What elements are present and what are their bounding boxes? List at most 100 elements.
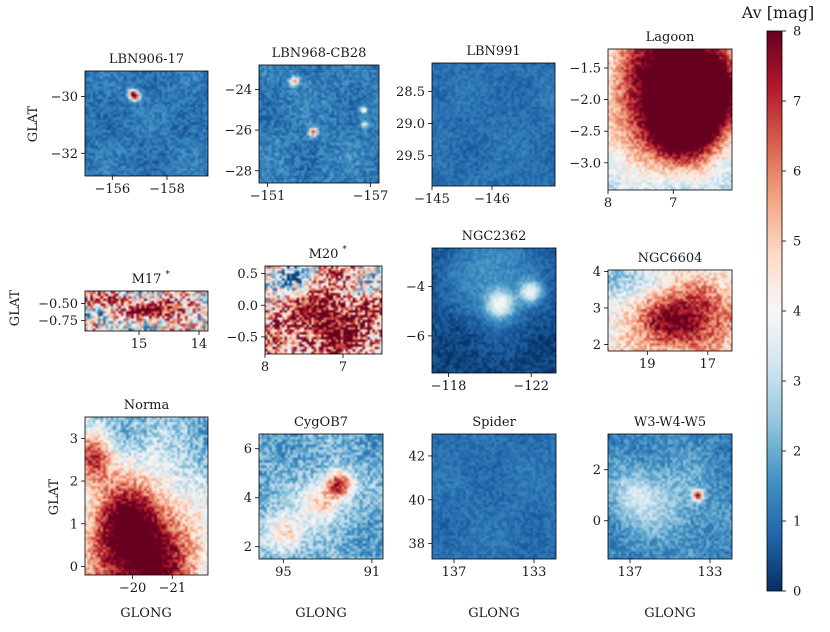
colorbar-gradient (766, 30, 783, 592)
x-tick-label-m17: 14 (191, 337, 208, 352)
x-tick-label-spider: 133 (522, 565, 547, 580)
colorbar-tick-label: 5 (793, 235, 801, 250)
colorbar-tick-label: 3 (793, 375, 801, 390)
x-tick-label-ngc6604: 17 (700, 357, 717, 372)
x-axis-label-col-2: GLONG (295, 606, 346, 621)
heatmap-image-m20 (265, 266, 382, 354)
panel-m20: M20 * 8 7 0.5 0.0 −0.5 (226, 245, 383, 375)
panel-title-lbn906-17: LBN906-17 (109, 52, 184, 67)
panel-w3-w4-w5: W3-W4-W5 137 133 2 0 (593, 415, 733, 580)
colorbar-tick-label: 1 (793, 515, 801, 530)
panel-lbn968-cb28: LBN968-CB28 −151 −157 −24 −26 −28 (225, 46, 389, 204)
x-axis-label-col-3: GLONG (468, 606, 519, 621)
y-tick-label-lagoon: −2.5 (569, 125, 601, 140)
colorbar-tick-label: 8 (793, 25, 801, 40)
x-tick-label-ngc2362: −122 (513, 379, 549, 394)
panel-title-lbn968-cb28: LBN968-CB28 (272, 46, 367, 61)
panel-title-norma: Norma (124, 398, 170, 413)
colorbar-ticks: 0 1 2 3 4 5 6 7 8 (782, 25, 801, 600)
heatmap-image-lbn968-cb28 (259, 65, 379, 183)
x-tick-label-w3-w4-w5: 137 (618, 565, 643, 580)
y-tick-label-cygob7: 2 (244, 540, 252, 555)
x-tick-label-lagoon: 7 (669, 196, 677, 211)
panel-title-lbn991: LBN991 (466, 44, 520, 59)
axes-frame-norma (84, 416, 209, 576)
colorbar-label: Av [mag] (741, 3, 814, 22)
y-tick-label-norma: 2 (70, 475, 78, 490)
y-tick-label-m20: 0.5 (237, 267, 258, 282)
panel-spider: Spider 137 133 42 40 38 (408, 415, 557, 580)
panel-title-m20: M20 (309, 247, 339, 262)
y-tick-label-cygob7: 6 (244, 442, 252, 457)
y-tick-label-norma: 0 (70, 560, 78, 575)
heatmap-image-lbn906-17 (85, 71, 208, 176)
colorbar: Av [mag] 0 1 2 3 4 5 6 7 8 (741, 3, 814, 600)
y-tick-label-lbn991: 29.5 (396, 149, 425, 164)
y-tick-label-lagoon: −2.0 (569, 93, 601, 108)
panel-ngc2362: NGC2362 −118 −122 −4 −6 (406, 229, 557, 394)
panel-title-m17: M17 (132, 272, 162, 287)
y-tick-label-norma: 1 (70, 517, 78, 532)
y-tick-label-ngc2362: −4 (406, 280, 425, 295)
panel-cygob7: CygOB7 95 91 6 4 2 (244, 415, 384, 580)
y-tick-label-ngc2362: −6 (406, 329, 425, 344)
colorbar-tick-label: 2 (793, 445, 801, 460)
y-tick-label-m17: −0.75 (38, 314, 78, 329)
panel-ngc6604: NGC6604 19 17 4 3 2 (593, 251, 733, 372)
y-tick-label-w3-w4-w5: 0 (593, 514, 601, 529)
colorbar-tick-label: 6 (793, 165, 801, 180)
y-tick-label-lbn991: 29.0 (396, 117, 425, 132)
heatmap-image-cygob7 (259, 434, 383, 559)
panel-title-lagoon: Lagoon (646, 30, 695, 45)
y-axis-label-row-1: GLAT (26, 105, 41, 142)
axes-frame-spider (431, 433, 557, 560)
y-tick-label-lbn968-cb28: −24 (225, 83, 252, 98)
panel-title-mark-m17: * (165, 270, 170, 280)
heatmap-panels: LBN906-17 −156 −158 −30 −32 LBN968-CB28 −151 −1… (8, 30, 733, 621)
y-tick-label-lbn906-17: −30 (51, 90, 78, 105)
axes-frame-m20 (264, 265, 383, 355)
colorbar-tick-label: 4 (793, 305, 801, 320)
x-tick-label-lbn906-17: −156 (94, 182, 130, 197)
panel-lbn906-17: LBN906-17 −156 −158 −30 −32 (51, 52, 209, 197)
heatmap-image-ngc6604 (608, 270, 732, 351)
y-tick-label-spider: 42 (408, 449, 425, 464)
panel-norma: Norma −20 −21 3 2 1 0 (70, 398, 209, 596)
x-tick-label-ngc6604: 19 (639, 357, 656, 372)
x-tick-label-norma: −20 (119, 581, 146, 596)
y-tick-label-lagoon: −3.0 (569, 156, 601, 171)
heatmap-image-lbn991 (432, 63, 555, 186)
y-tick-label-spider: 40 (408, 493, 425, 508)
panel-lagoon: Lagoon 8 7 −1.5 −2.0 −2.5 −3.0 (569, 30, 733, 211)
panel-m17: M17 * 15 14 −0.50 −0.75 (38, 270, 209, 352)
x-tick-label-ngc2362: −118 (431, 379, 467, 394)
x-tick-label-lagoon: 8 (604, 196, 612, 211)
y-tick-label-norma: 3 (70, 432, 78, 447)
axes-frame-lbn968-cb28 (258, 64, 380, 184)
axes-frame-cygob7 (258, 433, 384, 560)
colorbar-tick-label: 0 (793, 585, 801, 600)
panel-title-ngc6604: NGC6604 (638, 251, 703, 266)
heatmap-image-ngc2362 (432, 248, 556, 373)
y-tick-label-lbn991: 28.5 (396, 85, 425, 100)
y-tick-label-lbn906-17: −32 (51, 147, 78, 162)
axes-frame-ngc6604 (607, 269, 733, 352)
y-tick-label-lbn968-cb28: −26 (225, 124, 252, 139)
heatmap-image-w3-w4-w5 (608, 434, 732, 559)
y-tick-label-ngc6604: 2 (593, 338, 601, 353)
axes-frame-ngc2362 (431, 247, 557, 374)
heatmap-image-lagoon (608, 49, 732, 190)
panel-title-cygob7: CygOB7 (294, 415, 348, 430)
x-tick-label-lbn968-cb28: −157 (353, 189, 389, 204)
panel-title-spider: Spider (472, 415, 516, 430)
axes-frame-m17 (84, 290, 209, 332)
x-tick-label-spider: 137 (442, 565, 467, 580)
axes-frame-lagoon (607, 48, 733, 191)
x-tick-label-lbn991: −146 (474, 192, 510, 207)
x-tick-label-m17: 15 (131, 337, 148, 352)
y-tick-label-w3-w4-w5: 2 (593, 463, 601, 478)
y-axis-label-row-3: GLAT (47, 478, 62, 515)
x-tick-label-norma: −21 (159, 581, 186, 596)
y-tick-label-m20: 0.0 (237, 299, 258, 314)
y-tick-label-m17: −0.50 (38, 297, 78, 312)
